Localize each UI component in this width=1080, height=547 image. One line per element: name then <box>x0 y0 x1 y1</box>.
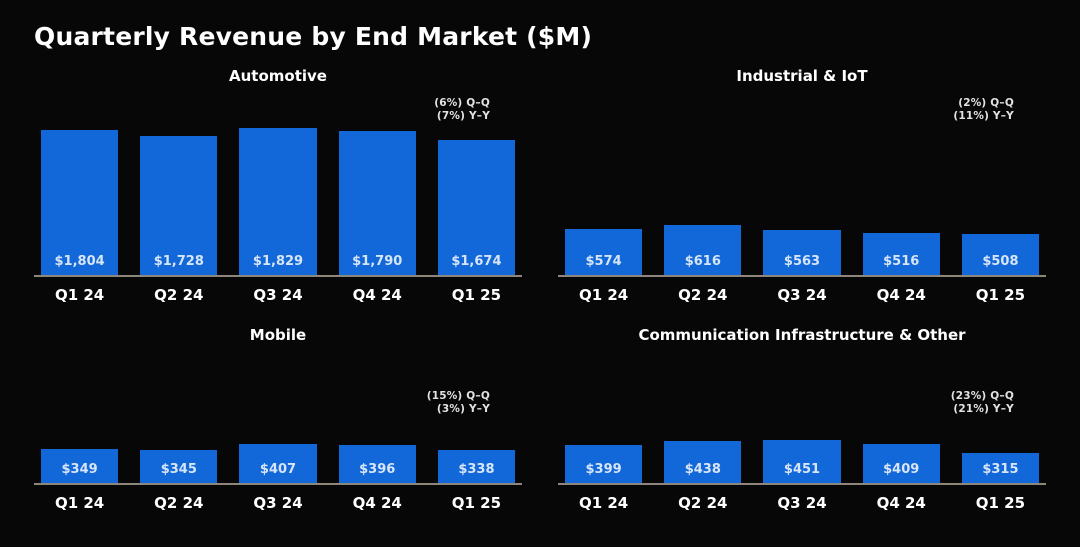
bar: $451 <box>763 440 841 483</box>
bar: $396 <box>338 445 416 483</box>
bar: $574 <box>565 229 643 275</box>
chart-title: Mobile <box>249 326 307 344</box>
x-tick-label: Q1 24 <box>54 286 105 304</box>
bar-value-label: $451 <box>783 462 821 477</box>
bars-area: $574 $616 $563 $516 $508 <box>558 125 1046 275</box>
bar: $516 <box>862 233 940 275</box>
x-tick-label: Q4 24 <box>876 286 926 304</box>
bar-value-label: $516 <box>883 254 920 269</box>
bar: $409 <box>862 444 940 483</box>
x-tick-label: Q1 24 <box>578 286 629 304</box>
annotation-qq: (2%) Q–Q <box>958 97 1014 109</box>
x-axis-labels: Q1 24 Q2 24 Q3 24 Q4 24 Q1 25 <box>558 286 1046 304</box>
x-tick-label: Q1 25 <box>975 286 1026 304</box>
bar: $438 <box>664 441 742 483</box>
x-tick-label: Q1 25 <box>451 286 502 304</box>
annotation-qq: (23%) Q–Q <box>950 390 1014 402</box>
bar: $1,728 <box>140 136 218 275</box>
bar-value-label: $399 <box>585 462 622 477</box>
bar: $1,829 <box>239 128 317 275</box>
spacer <box>34 85 522 97</box>
x-axis-line <box>34 483 522 485</box>
bars-area: $399 $438 $451 $409 $315 <box>558 438 1046 483</box>
x-axis-labels: Q1 24 Q2 24 Q3 24 Q4 24 Q1 25 <box>34 494 522 512</box>
chart-industrial-iot: Industrial & IoT (2%) Q–Q (11%) Y–Y $574… <box>558 67 1046 304</box>
spacer <box>34 344 522 390</box>
qq-yy-annotation: (2%) Q–Q (11%) Y–Y <box>558 97 1046 123</box>
x-tick-label: Q1 25 <box>451 494 502 512</box>
x-axis-line <box>558 275 1046 277</box>
x-axis-line <box>558 483 1046 485</box>
bar-value-label: $349 <box>61 462 98 477</box>
bar: $563 <box>763 230 841 275</box>
qq-yy-annotation: (6%) Q–Q (7%) Y–Y <box>34 97 522 123</box>
chart-title: Industrial & IoT <box>736 67 868 85</box>
bar: $345 <box>140 450 218 483</box>
bar-value-label: $1,790 <box>352 254 403 269</box>
bar-value-label: $315 <box>982 462 1019 477</box>
bar-value-label: $438 <box>684 462 721 477</box>
bar-value-label: $396 <box>359 462 396 477</box>
x-tick-label: Q3 24 <box>253 286 303 304</box>
bar: $349 <box>41 449 119 483</box>
x-tick-label: Q4 24 <box>352 286 402 304</box>
x-tick-label: Q2 24 <box>678 286 728 304</box>
bar: $1,804 <box>41 130 119 275</box>
annotation-yy: (7%) Y–Y <box>436 110 490 122</box>
chart-mobile: Mobile (15%) Q–Q (3%) Y–Y $349 $345 $407 $3… <box>34 326 522 512</box>
x-tick-label: Q1 24 <box>54 494 105 512</box>
bars-area: $1,804 $1,728 $1,829 $1,790 $1,674 <box>34 125 522 275</box>
bar: $399 <box>565 445 643 483</box>
spacer <box>558 344 1046 390</box>
spacer <box>558 85 1046 97</box>
bar-value-label: $616 <box>684 254 721 269</box>
bar-value-label: $563 <box>783 254 821 269</box>
annotation-yy: (11%) Y–Y <box>953 110 1014 122</box>
annotation-yy: (3%) Y–Y <box>436 403 490 415</box>
x-tick-label: Q3 24 <box>777 494 827 512</box>
bar: $315 <box>961 453 1040 483</box>
bar: $508 <box>961 234 1040 275</box>
x-tick-label: Q3 24 <box>777 286 827 304</box>
annotation-qq: (15%) Q–Q <box>426 390 490 402</box>
x-axis-labels: Q1 24 Q2 24 Q3 24 Q4 24 Q1 25 <box>558 494 1046 512</box>
x-tick-label: Q2 24 <box>154 286 204 304</box>
chart-comm-infrastructure-other: Communication Infrastructure & Other (23… <box>558 326 1046 512</box>
chart-automotive: Automotive (6%) Q–Q (7%) Y–Y $1,804 $1,72… <box>34 67 522 304</box>
x-tick-label: Q3 24 <box>253 494 303 512</box>
annotation-qq: (6%) Q–Q <box>434 97 490 109</box>
qq-yy-annotation: (23%) Q–Q (21%) Y–Y <box>558 390 1046 416</box>
bars-area: $349 $345 $407 $396 $338 <box>34 438 522 483</box>
bar-value-label: $338 <box>458 462 495 477</box>
page-title: Quarterly Revenue by End Market ($M) <box>34 22 593 51</box>
x-tick-label: Q4 24 <box>352 494 402 512</box>
chart-title: Communication Infrastructure & Other <box>638 326 966 344</box>
x-tick-label: Q4 24 <box>876 494 926 512</box>
bar-value-label: $508 <box>982 254 1019 269</box>
bar-value-label: $1,728 <box>153 254 204 269</box>
chart-title: Automotive <box>229 67 327 85</box>
charts-grid: Automotive (6%) Q–Q (7%) Y–Y $1,804 $1,72… <box>34 67 1046 512</box>
bar-value-label: $1,829 <box>252 254 304 269</box>
bar-value-label: $345 <box>160 462 197 477</box>
qq-yy-annotation: (15%) Q–Q (3%) Y–Y <box>34 390 522 416</box>
bar-value-label: $1,804 <box>54 254 105 269</box>
x-tick-label: Q1 25 <box>975 494 1026 512</box>
bar: $407 <box>239 444 317 483</box>
x-tick-label: Q2 24 <box>154 494 204 512</box>
bar-value-label: $407 <box>259 462 297 477</box>
bar: $1,674 <box>437 140 516 275</box>
bar-value-label: $409 <box>883 462 920 477</box>
x-tick-label: Q1 24 <box>578 494 629 512</box>
x-axis-labels: Q1 24 Q2 24 Q3 24 Q4 24 Q1 25 <box>34 286 522 304</box>
x-axis-line <box>34 275 522 277</box>
annotation-yy: (21%) Y–Y <box>953 403 1014 415</box>
bar: $1,790 <box>338 131 416 275</box>
bar: $616 <box>664 225 742 275</box>
bar-value-label: $1,674 <box>451 254 502 269</box>
x-tick-label: Q2 24 <box>678 494 728 512</box>
bar: $338 <box>437 450 516 483</box>
bar-value-label: $574 <box>585 254 622 269</box>
